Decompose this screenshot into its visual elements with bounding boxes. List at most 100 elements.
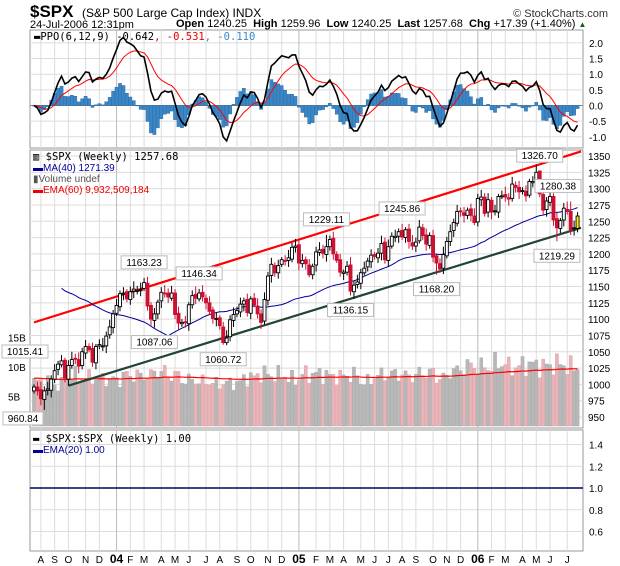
price-legend-main: $SPX (Weekly) 1257.68 [45, 151, 179, 163]
last-value: 1257.68 [423, 18, 463, 30]
volume-bar [283, 377, 287, 427]
ppo-histogram-bar [407, 104, 411, 106]
month-label: J [548, 555, 553, 566]
candle-body [173, 292, 178, 316]
month-label: N [264, 555, 271, 566]
candle-body [568, 211, 573, 231]
volume-bar [534, 359, 539, 427]
ppo-histogram-bar [204, 101, 208, 106]
ppo-histogram-bar [417, 105, 422, 107]
ppo-histogram-bar [486, 104, 490, 106]
candle-body [87, 346, 91, 351]
ppo-histogram-bar [283, 90, 287, 106]
volume-bar [462, 374, 466, 427]
volume-bar [224, 380, 229, 427]
price-annotation-box [413, 282, 461, 297]
candle-body [159, 291, 164, 302]
price-annotation: 1136.15 [333, 306, 369, 317]
volume-bar [445, 375, 449, 427]
candle-body [200, 291, 205, 298]
candle-body [155, 301, 160, 315]
price-tick-label: 1350 [588, 152, 611, 163]
price-tick-label: 1075 [588, 331, 611, 342]
volume-bar [255, 373, 260, 427]
volume-bar [572, 370, 576, 427]
candle-body [56, 363, 61, 370]
ppo-histogram-bar [362, 105, 367, 107]
candle-body [283, 259, 288, 262]
low-label: Low [326, 18, 349, 30]
candle-body [400, 229, 405, 238]
volume-bar [341, 374, 346, 427]
candle-body [472, 215, 477, 224]
price-legend: ▥ $SPX (Weekly) 1257.68 ▬MA(40) 1271.39 … [33, 151, 178, 196]
candle-body [252, 297, 257, 306]
price-annotation: 1087.06 [136, 338, 173, 349]
candle-body [510, 183, 515, 199]
month-label: 04 [110, 552, 124, 566]
volume-bar [427, 368, 432, 427]
brand-logo[interactable]: © StockCharts.com [513, 8, 608, 20]
candle-body [493, 210, 497, 213]
ppo-histogram-bar [472, 103, 477, 106]
candle-body [52, 370, 57, 380]
price-annotation: 1163.23 [126, 258, 162, 269]
candle-body [100, 345, 105, 348]
candle-body [241, 300, 246, 305]
volume-tick-label: 10B [8, 363, 26, 374]
ppo-histogram-bar [572, 105, 576, 116]
volume-bar [80, 379, 84, 427]
ppo-histogram-bar [90, 105, 95, 108]
ppo-hist-value: , -0.110 [204, 31, 256, 43]
ppo-histogram-bar [290, 93, 294, 106]
volume-bar [328, 373, 332, 427]
volume-bar [56, 390, 60, 427]
candle-body [248, 298, 253, 314]
candle-body [214, 318, 219, 320]
volume-bar [438, 379, 442, 427]
volume-bar [355, 375, 360, 427]
volume-bar [524, 375, 528, 427]
ppo-histogram-bar [149, 105, 153, 134]
ppo-line [33, 36, 579, 143]
volume-bar [575, 369, 580, 427]
candle-body [111, 313, 116, 329]
candle-body [424, 234, 429, 245]
candle-body [238, 303, 243, 313]
volume-bar [97, 376, 102, 427]
volume-bar [541, 358, 545, 427]
ppo-histogram-bar [156, 105, 160, 129]
month-label: F [127, 555, 133, 566]
volume-bar [262, 365, 267, 427]
volume-bar [259, 382, 263, 427]
price-annotation-box [120, 255, 168, 270]
ratio-legend-main: $SPX:$SPX (Weekly) 1.00 [45, 433, 192, 445]
volume-bar [118, 387, 122, 427]
candle-body [73, 357, 78, 360]
candle-body [503, 194, 508, 198]
price-annotation-box [175, 266, 223, 281]
volume-bar [568, 355, 573, 427]
candle-body [441, 254, 446, 269]
candle-body [407, 228, 411, 242]
legend-line-icon: ▬ [33, 185, 43, 196]
candle-body [561, 207, 566, 221]
candle-body [314, 251, 319, 266]
ppo-histogram-bar [348, 105, 353, 129]
ppo-histogram-bar [273, 82, 277, 106]
volume-bar [472, 368, 477, 427]
candle-body [410, 242, 415, 247]
candle-body [365, 260, 370, 268]
price-tick-label: 1250 [588, 217, 611, 228]
volume-bar [217, 388, 222, 427]
price-annotation-box [327, 303, 375, 318]
volume-bar [45, 375, 50, 427]
volume-bar [190, 379, 195, 427]
price-annotation: 1280.38 [540, 181, 577, 192]
price-tick-label: 1275 [588, 201, 611, 212]
month-label: 05 [292, 552, 306, 566]
volume-bar [214, 377, 219, 427]
volume-bar [131, 381, 136, 427]
volume-bar [169, 380, 174, 427]
price-annotation: 1168.20 [419, 285, 455, 296]
